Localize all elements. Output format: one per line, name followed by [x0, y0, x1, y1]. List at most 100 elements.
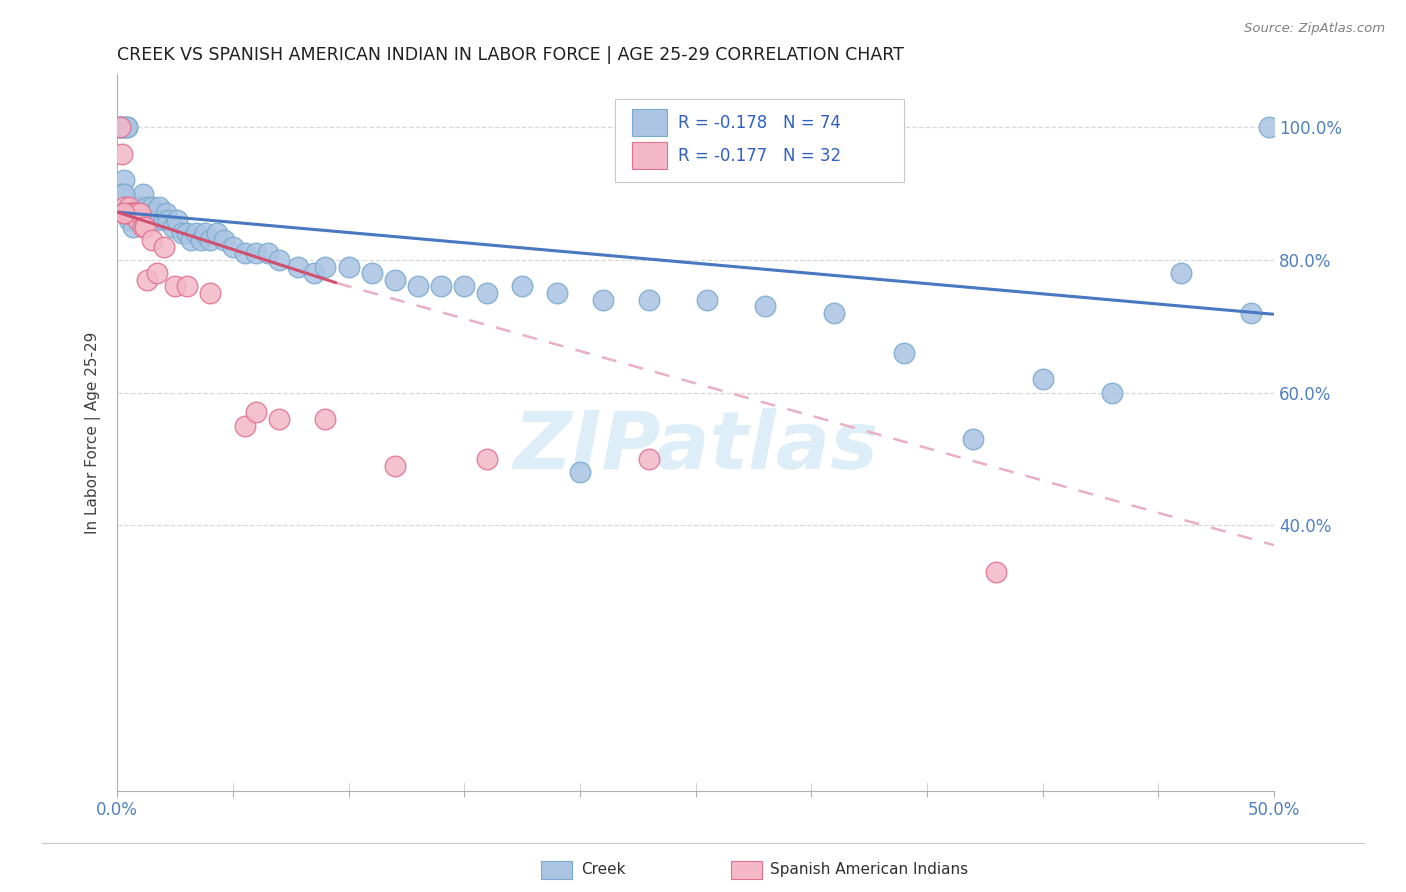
- Point: [129, 206, 152, 220]
- Point: [122, 219, 145, 234]
- Point: [194, 227, 217, 241]
- Point: [198, 286, 221, 301]
- Point: [134, 206, 156, 220]
- Point: [120, 200, 142, 214]
- Point: [115, 206, 138, 220]
- Point: [233, 246, 256, 260]
- Point: [546, 286, 568, 301]
- Point: [136, 273, 159, 287]
- Text: CREEK VS SPANISH AMERICAN INDIAN IN LABOR FORCE | AGE 25-29 CORRELATION CHART: CREEK VS SPANISH AMERICAN INDIAN IN LABO…: [117, 46, 904, 64]
- Point: [152, 239, 174, 253]
- Point: [337, 260, 360, 274]
- Point: [111, 120, 134, 135]
- Text: R = -0.177   N = 32: R = -0.177 N = 32: [678, 147, 841, 165]
- Point: [132, 219, 155, 234]
- Point: [314, 260, 336, 274]
- Y-axis label: In Labor Force | Age 25-29: In Labor Force | Age 25-29: [86, 331, 101, 533]
- Point: [986, 565, 1008, 579]
- Point: [112, 200, 135, 214]
- Point: [170, 227, 193, 241]
- Point: [112, 186, 135, 201]
- Point: [166, 213, 188, 227]
- Point: [222, 239, 245, 253]
- Point: [165, 279, 187, 293]
- Point: [638, 293, 661, 307]
- Point: [962, 432, 984, 446]
- Point: [176, 227, 198, 241]
- Point: [256, 246, 278, 260]
- Point: [754, 299, 776, 313]
- Point: [245, 405, 267, 419]
- Point: [111, 146, 134, 161]
- Point: [108, 120, 131, 135]
- Point: [112, 206, 135, 220]
- Point: [120, 206, 142, 220]
- Point: [453, 279, 475, 293]
- Point: [180, 233, 202, 247]
- Point: [314, 412, 336, 426]
- Point: [143, 206, 166, 220]
- Text: R = -0.178   N = 74: R = -0.178 N = 74: [678, 114, 841, 132]
- Point: [568, 465, 591, 479]
- Point: [122, 206, 145, 220]
- Point: [122, 206, 145, 220]
- Point: [141, 233, 163, 247]
- Text: ZIPatlas: ZIPatlas: [513, 408, 879, 485]
- Point: [136, 200, 159, 214]
- Point: [406, 279, 429, 293]
- Point: [152, 213, 174, 227]
- Point: [118, 206, 141, 220]
- Point: [145, 213, 167, 227]
- Point: [430, 279, 453, 293]
- Point: [125, 206, 148, 220]
- Point: [893, 345, 915, 359]
- Point: [112, 120, 135, 135]
- Point: [127, 213, 149, 227]
- Bar: [631, 142, 666, 169]
- Point: [360, 266, 382, 280]
- Point: [477, 286, 499, 301]
- Point: [162, 219, 184, 234]
- Point: [112, 173, 135, 187]
- Point: [302, 266, 325, 280]
- Point: [638, 451, 661, 466]
- Point: [129, 200, 152, 214]
- Point: [132, 186, 155, 201]
- Point: [129, 206, 152, 220]
- Point: [125, 200, 148, 214]
- Point: [138, 206, 160, 220]
- Point: [115, 206, 138, 220]
- Point: [122, 206, 145, 220]
- FancyBboxPatch shape: [614, 99, 904, 182]
- Bar: [631, 109, 666, 136]
- Point: [233, 418, 256, 433]
- Point: [212, 233, 235, 247]
- Point: [155, 206, 177, 220]
- Point: [118, 206, 141, 220]
- Point: [510, 279, 533, 293]
- Point: [108, 120, 131, 135]
- Point: [118, 200, 141, 214]
- Point: [384, 458, 406, 473]
- Point: [112, 206, 135, 220]
- Point: [287, 260, 309, 274]
- Point: [1101, 385, 1123, 400]
- Point: [127, 206, 149, 220]
- Point: [148, 200, 170, 214]
- Point: [1240, 306, 1263, 320]
- Point: [592, 293, 614, 307]
- Point: [157, 213, 180, 227]
- Point: [696, 293, 718, 307]
- Point: [141, 200, 163, 214]
- Point: [1258, 120, 1281, 135]
- Point: [198, 233, 221, 247]
- Point: [184, 227, 207, 241]
- Point: [190, 233, 212, 247]
- Point: [115, 206, 138, 220]
- Point: [120, 206, 142, 220]
- Text: Source: ZipAtlas.com: Source: ZipAtlas.com: [1244, 22, 1385, 36]
- Point: [120, 206, 142, 220]
- Point: [384, 273, 406, 287]
- Point: [108, 120, 131, 135]
- Point: [118, 213, 141, 227]
